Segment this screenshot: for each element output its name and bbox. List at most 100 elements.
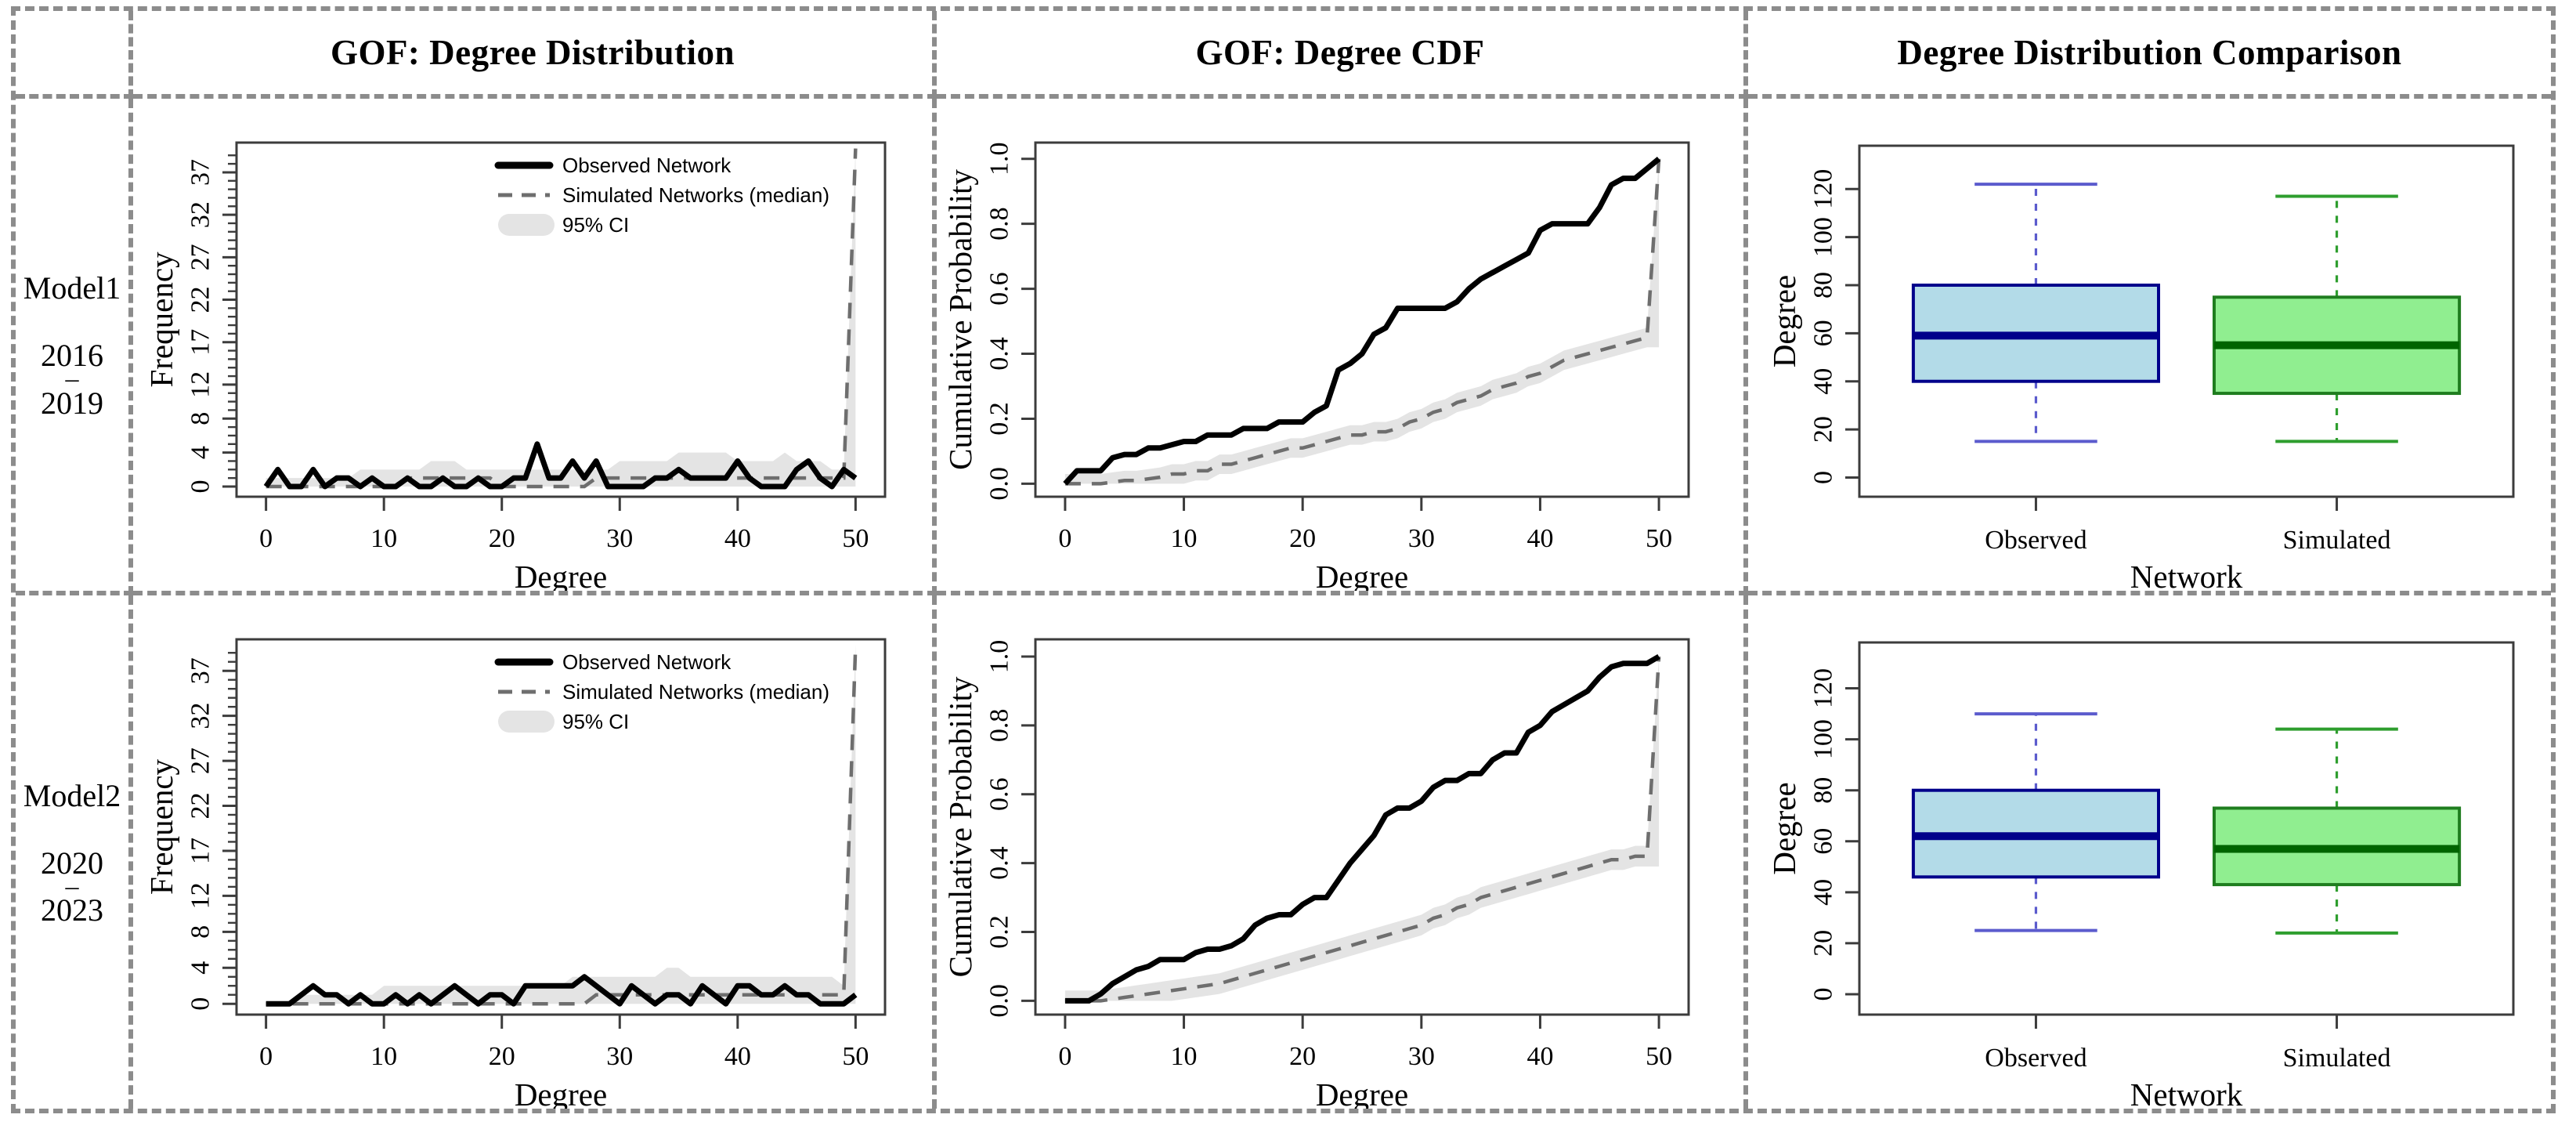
svg-text:Frequency: Frequency [143, 251, 179, 388]
svg-text:8: 8 [186, 925, 215, 939]
svg-text:0: 0 [1809, 471, 1838, 484]
gof-comparison-figure: GOF: Degree Distribution GOF: Degree CDF… [11, 6, 2556, 1113]
svg-text:Observed Network: Observed Network [562, 154, 732, 177]
svg-text:27: 27 [186, 244, 215, 270]
model2-name: Model2 [23, 777, 121, 813]
svg-text:0: 0 [1058, 524, 1071, 553]
svg-text:0: 0 [259, 1042, 273, 1071]
model2-period-start: 2020 [41, 845, 103, 881]
svg-text:Cumulative Probability: Cumulative Probability [942, 169, 978, 470]
model2-period-dash: – [65, 871, 79, 901]
svg-text:Observed: Observed [1985, 1044, 2086, 1073]
svg-text:Simulated Networks (median): Simulated Networks (median) [562, 680, 829, 704]
svg-text:Frequency: Frequency [143, 758, 179, 895]
svg-text:80: 80 [1809, 777, 1838, 804]
svg-text:27: 27 [186, 747, 215, 774]
svg-text:40: 40 [1809, 879, 1838, 906]
chart-model2-degree-comparison-boxplot: Observed Simulated Network 0 20 40 60 80 100 120 D… [1766, 641, 2515, 1109]
svg-text:Simulated: Simulated [2283, 1044, 2391, 1073]
svg-text:40: 40 [724, 524, 751, 553]
svg-text:Degree: Degree [1766, 782, 1802, 874]
svg-text:10: 10 [370, 1042, 397, 1071]
svg-text:Simulated Networks (median): Simulated Networks (median) [562, 183, 829, 207]
svg-text:Degree: Degree [515, 1077, 607, 1109]
svg-text:95% CI: 95% CI [562, 213, 629, 237]
header-degree-distribution-comparison: Degree Distribution Comparison [1748, 11, 2551, 99]
svg-text:1.0: 1.0 [985, 640, 1014, 674]
svg-text:0.2: 0.2 [985, 915, 1014, 949]
svg-text:0: 0 [259, 524, 273, 553]
svg-text:30: 30 [606, 524, 633, 553]
svg-text:Network: Network [2130, 559, 2243, 591]
svg-text:Observed: Observed [1985, 526, 2086, 555]
svg-text:40: 40 [1809, 368, 1838, 395]
svg-text:50: 50 [842, 524, 869, 553]
svg-text:4: 4 [186, 446, 215, 459]
svg-text:37: 37 [186, 657, 215, 684]
svg-text:32: 32 [186, 703, 215, 729]
svg-text:120: 120 [1809, 169, 1838, 209]
cell-model2-degree-distribution: 0 10 20 30 40 50 Degree 0 4 8 12 17 22 27 32 37 Frequenc… [133, 595, 937, 1109]
model2-period-end: 2023 [41, 892, 103, 928]
cell-model1-degree-cdf: 0 10 20 30 40 50 Degree 0.0 0.2 0.4 0.6 0.8 1.0 Cumul… [937, 99, 1748, 595]
model1-period-end: 2019 [41, 385, 103, 421]
cell-model2-degree-comparison: Observed Simulated Network 0 20 40 60 80 100 120 D… [1748, 595, 2551, 1109]
cell-model1-degree-distribution: 0 10 20 30 40 50 Degree 0 4 8 12 17 22 27 32 37 Frequenc… [133, 99, 937, 595]
svg-text:0.0: 0.0 [985, 984, 1014, 1018]
svg-text:1.0: 1.0 [985, 142, 1014, 176]
chart-model2-degree-cdf: 0 10 20 30 40 50 Degree 0.0 0.2 0.4 0.6 0.8 1.0Cumul… [942, 638, 1690, 1109]
svg-text:30: 30 [1408, 1042, 1435, 1071]
svg-text:40: 40 [1526, 1042, 1553, 1071]
header-gof-degree-cdf: GOF: Degree CDF [937, 11, 1748, 99]
svg-text:120: 120 [1809, 668, 1838, 708]
svg-text:Observed Network: Observed Network [562, 650, 732, 674]
svg-text:0.8: 0.8 [985, 207, 1014, 241]
header-degree-distribution-comparison-label: Degree Distribution Comparison [1897, 33, 2402, 72]
svg-text:0.4: 0.4 [985, 337, 1014, 371]
svg-text:Degree: Degree [1316, 559, 1408, 591]
svg-text:10: 10 [1171, 524, 1198, 553]
svg-text:20: 20 [1809, 930, 1838, 957]
header-gof-degree-cdf-label: GOF: Degree CDF [1195, 33, 1485, 72]
svg-text:Cumulative Probability: Cumulative Probability [942, 676, 978, 977]
svg-text:0.8: 0.8 [985, 709, 1014, 743]
svg-text:22: 22 [186, 793, 215, 820]
svg-text:30: 30 [606, 1042, 633, 1071]
svg-text:0.6: 0.6 [985, 778, 1014, 812]
svg-text:50: 50 [1646, 1042, 1672, 1071]
svg-text:12: 12 [186, 882, 215, 909]
cell-model2-degree-cdf: 0 10 20 30 40 50 Degree 0.0 0.2 0.4 0.6 0.8 1.0 Cumul… [937, 595, 1748, 1109]
svg-text:4: 4 [186, 961, 215, 975]
svg-text:20: 20 [489, 1042, 515, 1071]
svg-text:60: 60 [1809, 320, 1838, 346]
svg-text:Network: Network [2130, 1077, 2243, 1109]
svg-text:20: 20 [1289, 524, 1316, 553]
svg-text:80: 80 [1809, 272, 1838, 299]
svg-text:60: 60 [1809, 828, 1838, 855]
svg-text:0: 0 [186, 479, 215, 493]
header-gof-degree-distribution: GOF: Degree Distribution [133, 11, 937, 99]
model1-period-dash: – [65, 364, 79, 394]
svg-text:17: 17 [186, 838, 215, 864]
svg-text:20: 20 [1289, 1042, 1316, 1071]
cell-model1-degree-comparison: Observed Simulated Network 0 20 40 60 80 100 120 D… [1748, 99, 2551, 595]
model1-name: Model1 [23, 270, 121, 306]
chart-model1-degree-cdf: 0 10 20 30 40 50 Degree 0.0 0.2 0.4 0.6 0.8 1.0Cumul… [942, 141, 1690, 591]
svg-text:40: 40 [1526, 524, 1553, 553]
chart-model1-degree-distribution: 0 10 20 30 40 50 Degree 0 4 8 12 17 22 27 32 37 Frequenc… [143, 141, 887, 591]
svg-text:100: 100 [1809, 719, 1838, 759]
svg-text:30: 30 [1408, 524, 1435, 553]
svg-text:95% CI: 95% CI [562, 710, 629, 733]
svg-text:0.6: 0.6 [985, 272, 1014, 306]
row-label-model1: Model1 2016 – 2019 [16, 99, 133, 595]
svg-text:0.0: 0.0 [985, 467, 1014, 501]
svg-text:0.4: 0.4 [985, 846, 1014, 880]
svg-text:12: 12 [186, 371, 215, 398]
svg-text:Simulated: Simulated [2283, 526, 2391, 555]
svg-text:0.2: 0.2 [985, 402, 1014, 436]
svg-text:Degree: Degree [1766, 275, 1802, 367]
svg-text:50: 50 [842, 1042, 869, 1071]
svg-text:Degree: Degree [515, 559, 607, 591]
svg-text:8: 8 [186, 412, 215, 425]
svg-text:50: 50 [1646, 524, 1672, 553]
